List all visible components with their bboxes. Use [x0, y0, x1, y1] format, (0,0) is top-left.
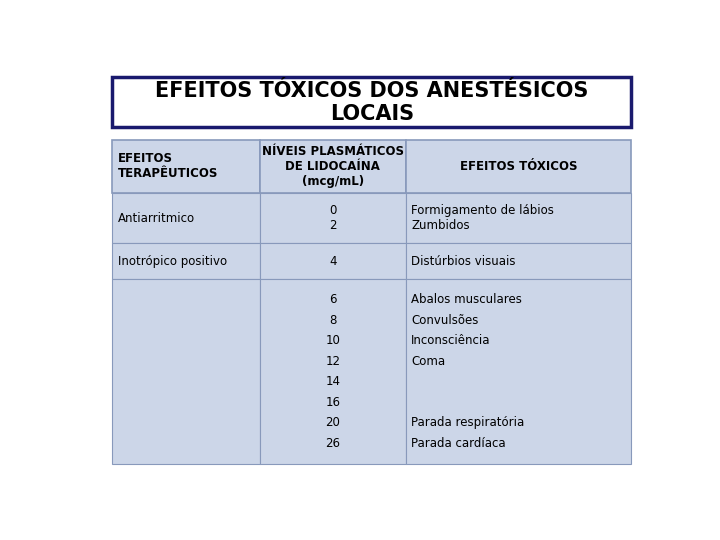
FancyBboxPatch shape	[112, 244, 260, 279]
Text: Antiarritmico: Antiarritmico	[118, 212, 195, 225]
Text: 6: 6	[329, 293, 337, 306]
Text: EFEITOS TÓXICOS: EFEITOS TÓXICOS	[459, 160, 577, 173]
FancyBboxPatch shape	[260, 140, 405, 193]
Text: EFEITOS
TERAPÊUTICOS: EFEITOS TERAPÊUTICOS	[118, 152, 218, 180]
Text: 14: 14	[325, 375, 341, 388]
Text: Abalos musculares: Abalos musculares	[411, 293, 522, 306]
FancyBboxPatch shape	[405, 279, 631, 464]
Text: 16: 16	[325, 396, 341, 409]
Text: 12: 12	[325, 355, 341, 368]
Text: EFEITOS TÓXICOS DOS ANESTÉSICOS
LOCAIS: EFEITOS TÓXICOS DOS ANESTÉSICOS LOCAIS	[155, 80, 588, 124]
Text: Parada cardíaca: Parada cardíaca	[411, 437, 505, 450]
Text: Convulsões: Convulsões	[411, 314, 479, 327]
Text: Inotrópico positivo: Inotrópico positivo	[118, 255, 227, 268]
Text: Distúrbios visuais: Distúrbios visuais	[411, 255, 516, 268]
Text: Inconsciência: Inconsciência	[411, 334, 490, 347]
Text: Parada respiratória: Parada respiratória	[411, 416, 524, 429]
Text: NÍVEIS PLASMÁTICOS
DE LIDOCAÍNA
(mcg/mL): NÍVEIS PLASMÁTICOS DE LIDOCAÍNA (mcg/mL)	[262, 145, 404, 188]
Text: Formigamento de lábios
Zumbidos: Formigamento de lábios Zumbidos	[411, 204, 554, 232]
Text: 20: 20	[325, 416, 341, 429]
FancyBboxPatch shape	[260, 193, 405, 244]
FancyBboxPatch shape	[405, 140, 631, 193]
FancyBboxPatch shape	[112, 77, 631, 127]
Text: 26: 26	[325, 437, 341, 450]
FancyBboxPatch shape	[112, 279, 260, 464]
Text: 8: 8	[329, 314, 336, 327]
Text: 10: 10	[325, 334, 341, 347]
Text: 4: 4	[329, 255, 337, 268]
FancyBboxPatch shape	[260, 244, 405, 279]
FancyBboxPatch shape	[112, 140, 260, 193]
FancyBboxPatch shape	[260, 279, 405, 464]
Text: 0
2: 0 2	[329, 204, 337, 232]
FancyBboxPatch shape	[405, 193, 631, 244]
FancyBboxPatch shape	[405, 244, 631, 279]
FancyBboxPatch shape	[112, 193, 260, 244]
Text: Coma: Coma	[411, 355, 445, 368]
